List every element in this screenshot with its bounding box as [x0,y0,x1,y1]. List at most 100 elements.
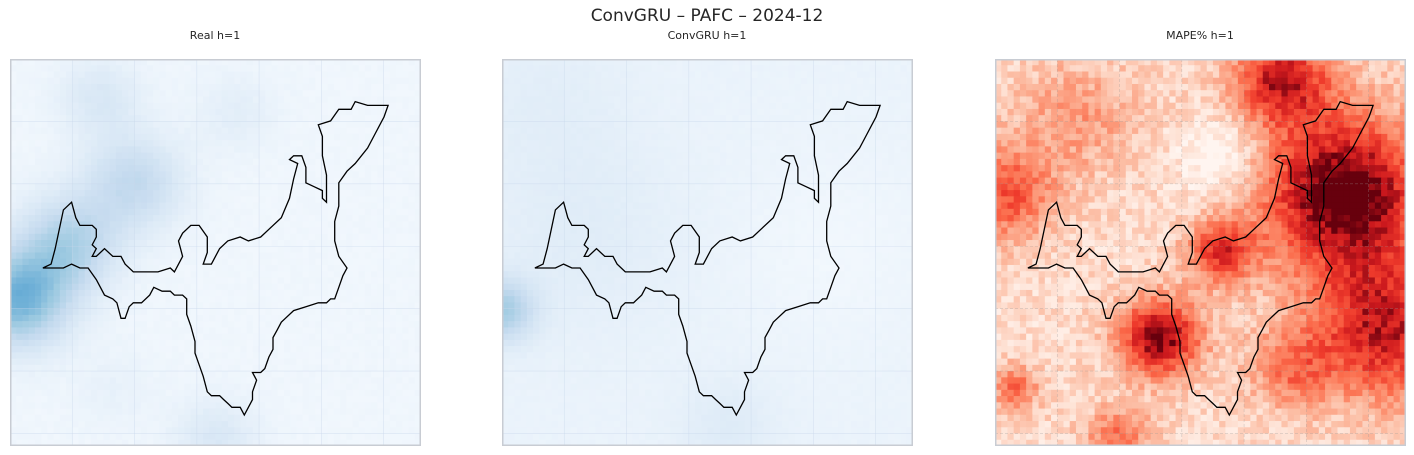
heatmap-cell [408,59,416,66]
heatmap-cell [203,240,210,247]
heatmap-cell [28,108,36,116]
heatmap-cell [140,190,148,197]
heatmap-cell [165,233,173,241]
heatmap-cell [321,346,329,353]
heatmap-cell [296,402,304,410]
heatmap-cell [389,396,397,403]
heatmap-cell [402,264,410,272]
heatmap-cell [227,140,235,147]
heatmap-cell [533,71,540,79]
heatmap-cell [84,352,92,360]
heatmap-cell [221,177,229,185]
heatmap-cell [122,77,129,85]
heatmap-cell [147,65,154,73]
heatmap-cell [271,233,279,241]
heatmap-cell [340,289,347,297]
heatmap-cell [265,289,273,297]
heatmap-cell [122,308,129,316]
heatmap-cell [246,71,254,79]
heatmap-cell [315,433,322,441]
heatmap-cell [147,427,154,435]
heatmap-cell [90,283,98,291]
heatmap-cell [863,127,871,135]
heatmap-cell [308,190,316,197]
heatmap-cell [90,258,98,266]
heatmap-cell [115,433,123,441]
heatmap-cell [84,396,92,403]
heatmap-cell [215,377,223,385]
heatmap-cell [645,71,653,79]
heatmap-cell [296,414,304,422]
heatmap-cell [308,283,316,291]
heatmap-cell [209,208,217,216]
heatmap-cell [196,421,204,428]
heatmap-cell [109,321,117,328]
heatmap-cell [277,414,285,422]
heatmap-cell [10,289,17,297]
heatmap-cell [259,421,266,428]
heatmap-cell [539,127,547,135]
heatmap-cell [41,283,48,291]
heatmap-cell [408,346,416,353]
heatmap-cell [16,271,24,279]
heatmap-cell [171,433,179,441]
heatmap-cell [302,377,310,385]
heatmap-cell [28,314,36,322]
heatmap-cell [346,90,354,98]
heatmap-cell [346,96,354,104]
heatmap-cell [346,140,354,147]
heatmap-cell [601,115,609,123]
heatmap-cell [371,83,379,91]
heatmap-cell [190,283,198,291]
heatmap-cell [90,215,98,222]
heatmap-cell [284,108,291,116]
heatmap-cell [364,115,372,123]
heatmap-cell [165,240,173,247]
heatmap-cell [109,208,117,216]
heatmap-cell [327,302,335,310]
heatmap-cell [115,377,123,385]
heatmap-cell [209,439,217,446]
heatmap-cell [670,133,677,141]
heatmap-cell [788,133,796,141]
heatmap-cell [196,339,204,347]
heatmap-cell [103,71,111,79]
heatmap-cell [284,339,291,347]
heatmap-cell [364,102,372,110]
heatmap-cell [346,77,354,85]
heatmap-cell [701,65,709,73]
heatmap-cell [533,127,540,135]
heatmap-cell [134,171,142,179]
heatmap-cell [34,421,42,428]
heatmap-cell [115,389,123,397]
heatmap-cell [296,252,304,260]
heatmap-cell [296,96,304,104]
heatmap-cell [701,108,709,116]
heatmap-cell [184,59,192,66]
heatmap-cell [178,133,185,141]
heatmap-cell [838,133,846,141]
heatmap-cell [657,77,665,85]
heatmap-cell [302,271,310,279]
heatmap-cell [221,302,229,310]
heatmap-cell [296,308,304,316]
heatmap-cell [308,165,316,172]
heatmap-cell [240,271,248,279]
heatmap-cell [10,252,17,260]
panel-title-pred: ConvGRU h=1 [667,29,747,42]
heatmap-cell [364,258,372,266]
heatmap-cell [358,77,366,85]
heatmap-cell [383,346,391,353]
heatmap-cell [190,208,198,216]
heatmap-cell [321,308,329,316]
heatmap-cell [290,246,298,254]
heatmap-cell [66,65,73,73]
heatmap-cell [570,83,578,91]
heatmap-cell [184,240,192,247]
heatmap-cell [595,133,603,141]
heatmap-cell [215,321,223,328]
heatmap-cell [358,339,366,347]
heatmap-cell [171,321,179,328]
heatmap-cell [346,71,354,79]
heatmap-cell [184,408,192,416]
